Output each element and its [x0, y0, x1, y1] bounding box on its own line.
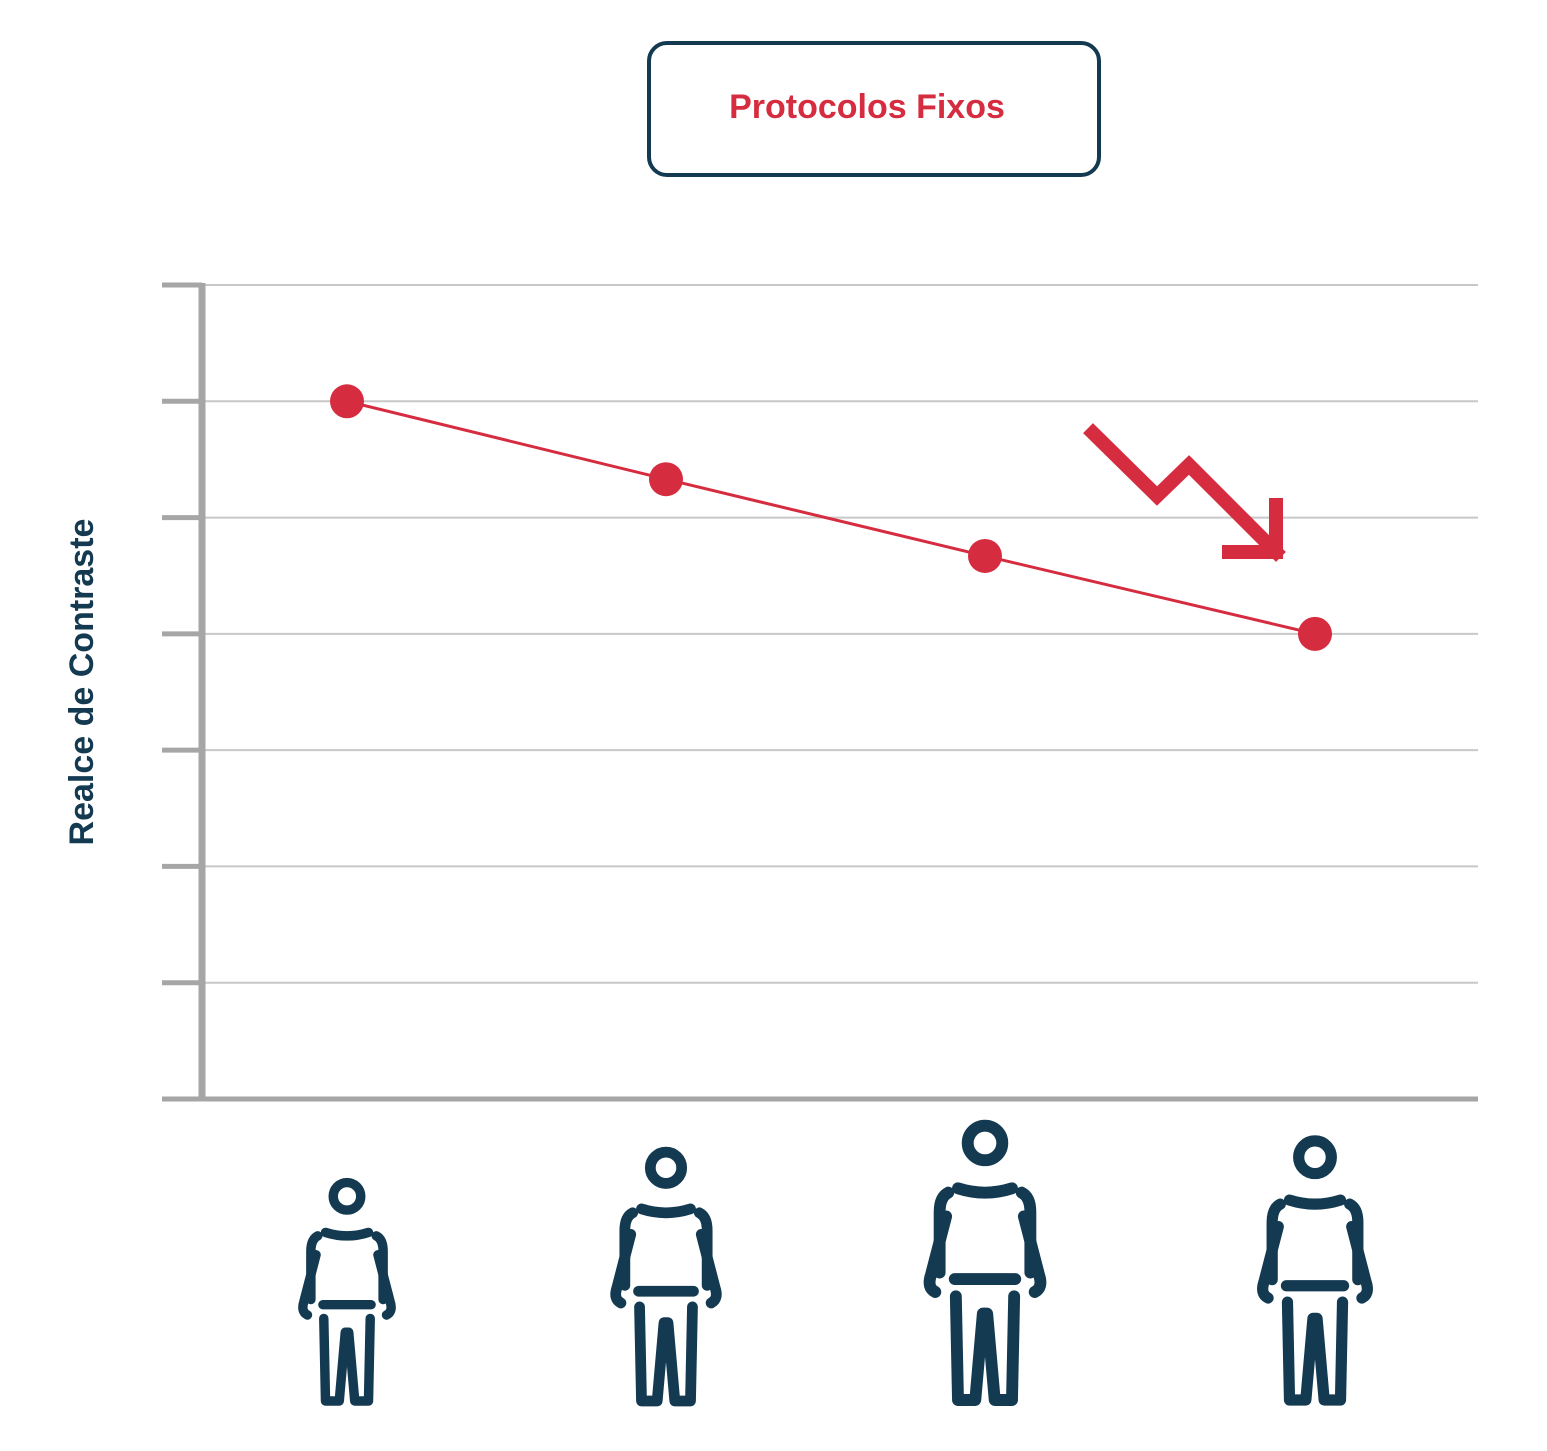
y-axis-ticks — [162, 282, 202, 986]
gridlines — [205, 284, 1478, 984]
series-line — [346, 399, 1316, 636]
trend-down-arrow-icon — [1083, 423, 1286, 562]
title-box: Protocolos Fixos — [647, 41, 1101, 177]
data-point-4 — [1298, 616, 1332, 651]
person-icon-1 — [298, 1177, 396, 1406]
person-icon-4 — [1257, 1135, 1373, 1406]
data-point-3 — [968, 538, 1002, 573]
y-axis-label: Realce de Contraste — [63, 519, 101, 846]
x-axis-icons — [298, 1119, 1373, 1407]
person-icon-2 — [610, 1146, 722, 1407]
person-icon-3 — [923, 1119, 1047, 1406]
data-point-2 — [649, 462, 683, 497]
data-point-1 — [330, 384, 364, 419]
series — [330, 384, 1332, 651]
chart-title: Protocolos Fixos — [729, 88, 1005, 126]
axes — [162, 283, 1478, 1102]
